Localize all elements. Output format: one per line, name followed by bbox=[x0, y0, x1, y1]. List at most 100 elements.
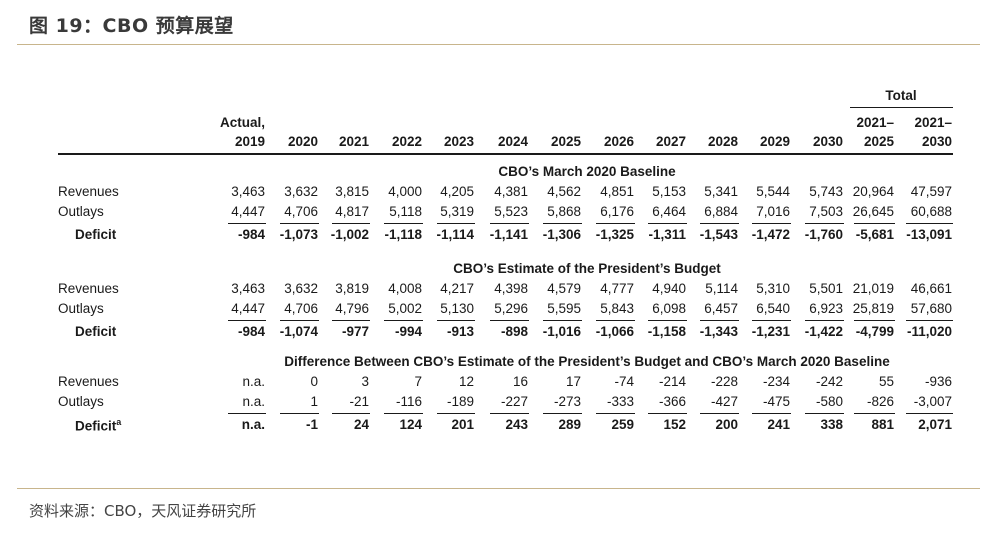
table-cell: -1,760 bbox=[804, 227, 843, 242]
table-cell: 4,817 bbox=[335, 204, 369, 219]
table-cell: -366 bbox=[658, 394, 686, 409]
table-cell: n.a. bbox=[241, 417, 265, 432]
table-cell: -1,311 bbox=[648, 227, 686, 242]
table-cell: n.a. bbox=[242, 374, 265, 389]
table-cell: -333 bbox=[606, 394, 634, 409]
sum-underline bbox=[228, 320, 266, 321]
section-heading: CBO’s Estimate of the President’s Budget bbox=[453, 261, 721, 276]
section-heading: Difference Between CBO’s Estimate of the… bbox=[284, 354, 890, 369]
table-cell: 26,645 bbox=[852, 204, 894, 219]
table-cell: -13,091 bbox=[906, 227, 952, 242]
total-header: Total bbox=[885, 88, 917, 103]
sum-underline bbox=[228, 223, 266, 224]
table-cell: 5,523 bbox=[494, 204, 528, 219]
column-header-year: 2019 bbox=[234, 134, 265, 149]
table-cell: 124 bbox=[399, 417, 422, 432]
figure-title: 图 19：CBO 预算展望 bbox=[29, 15, 234, 37]
table-cell: 4,796 bbox=[335, 301, 369, 316]
bottom-rule bbox=[17, 488, 980, 489]
table-cell: -1,325 bbox=[595, 227, 634, 242]
row-label-revenues: Revenues bbox=[58, 281, 119, 296]
row-label-revenues: Revenues bbox=[58, 374, 119, 389]
table-cell: 47,597 bbox=[910, 184, 952, 199]
table-cell: -1 bbox=[305, 417, 318, 432]
table-cell: -1,422 bbox=[804, 324, 843, 339]
table-cell: 152 bbox=[663, 417, 686, 432]
table-cell: 20,964 bbox=[852, 184, 894, 199]
table-cell: 201 bbox=[451, 417, 474, 432]
table-cell: 5,544 bbox=[756, 184, 790, 199]
table-cell: -3,007 bbox=[913, 394, 952, 409]
table-cell: 200 bbox=[715, 417, 738, 432]
sum-underline bbox=[437, 320, 475, 321]
table-cell: -898 bbox=[500, 324, 528, 339]
row-label-deficit: Deficit bbox=[75, 324, 117, 339]
source-note: 资料来源：CBO，天风证券研究所 bbox=[29, 502, 257, 520]
table-cell: 4,851 bbox=[600, 184, 634, 199]
table-cell: 5,319 bbox=[440, 204, 474, 219]
table-cell: 21,019 bbox=[852, 281, 894, 296]
table-cell: 6,464 bbox=[652, 204, 686, 219]
column-header-year: 2024 bbox=[497, 134, 528, 149]
table-cell: 0 bbox=[310, 374, 318, 389]
table-cell: 60,688 bbox=[910, 204, 952, 219]
sum-underline bbox=[854, 223, 895, 224]
sum-underline bbox=[543, 320, 582, 321]
table-cell: -984 bbox=[237, 324, 265, 339]
table-cell: 17 bbox=[565, 374, 581, 389]
table-cell: -826 bbox=[866, 394, 894, 409]
sum-underline bbox=[752, 413, 791, 414]
total-header-rule bbox=[850, 107, 953, 108]
table-cell: 4,447 bbox=[231, 301, 265, 316]
table-cell: n.a. bbox=[242, 394, 265, 409]
sum-underline bbox=[752, 223, 791, 224]
table-cell: 338 bbox=[820, 417, 843, 432]
table-cell: 4,008 bbox=[388, 281, 422, 296]
table-cell: -580 bbox=[815, 394, 843, 409]
table-cell: 3,819 bbox=[335, 281, 369, 296]
row-label-deficit: Deficita bbox=[75, 417, 122, 434]
table-cell: -4,799 bbox=[855, 324, 894, 339]
table-cell: -1,543 bbox=[699, 227, 738, 242]
section-heading: CBO’s March 2020 Baseline bbox=[498, 164, 676, 179]
table-cell: 4,777 bbox=[600, 281, 634, 296]
table-cell: 12 bbox=[458, 374, 474, 389]
table-cell: 5,153 bbox=[652, 184, 686, 199]
sum-underline bbox=[384, 223, 423, 224]
table-cell: -1,074 bbox=[279, 324, 318, 339]
table-cell: 259 bbox=[611, 417, 634, 432]
column-header-year: 2026 bbox=[603, 134, 634, 149]
table-cell: 5,501 bbox=[809, 281, 843, 296]
table-cell: 4,562 bbox=[547, 184, 581, 199]
table-cell: -1,016 bbox=[542, 324, 581, 339]
sum-underline bbox=[906, 320, 953, 321]
sum-underline bbox=[280, 223, 319, 224]
sum-underline bbox=[384, 320, 423, 321]
table-cell: -1,066 bbox=[595, 324, 634, 339]
sum-underline bbox=[906, 223, 953, 224]
table-cell: 5,310 bbox=[756, 281, 790, 296]
sum-underline bbox=[437, 223, 475, 224]
table-cell: 3 bbox=[361, 374, 369, 389]
table-cell: 5,868 bbox=[547, 204, 581, 219]
sum-underline bbox=[805, 413, 844, 414]
table-cell: 3,632 bbox=[284, 281, 318, 296]
table-cell: 7 bbox=[414, 374, 422, 389]
table-cell: 5,843 bbox=[600, 301, 634, 316]
column-header-top: 2021– bbox=[914, 115, 952, 130]
table-cell: 4,579 bbox=[547, 281, 581, 296]
row-label-outlays: Outlays bbox=[58, 394, 104, 409]
table-cell: -977 bbox=[341, 324, 369, 339]
table-cell: -1,073 bbox=[279, 227, 318, 242]
table-cell: 2,071 bbox=[918, 417, 952, 432]
table-cell: 5,118 bbox=[389, 204, 422, 219]
column-header-year: 2023 bbox=[443, 134, 474, 149]
table-cell: -214 bbox=[658, 374, 686, 389]
table-cell: 6,098 bbox=[652, 301, 686, 316]
table-cell: -116 bbox=[395, 394, 422, 409]
sum-underline bbox=[596, 413, 635, 414]
sum-underline bbox=[854, 413, 895, 414]
row-label-outlays: Outlays bbox=[58, 204, 104, 219]
table-cell: 6,176 bbox=[600, 204, 634, 219]
table-cell: -228 bbox=[710, 374, 738, 389]
